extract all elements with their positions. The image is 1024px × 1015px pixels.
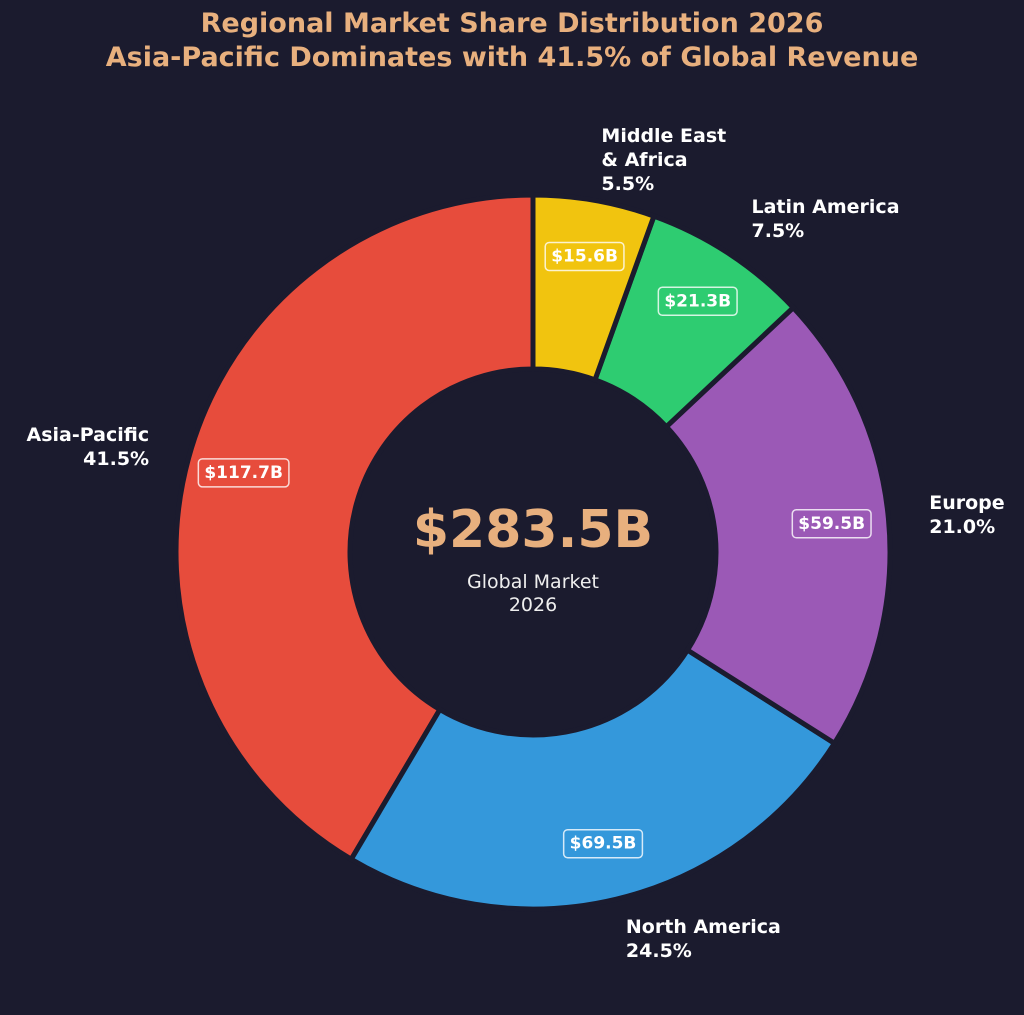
slice-label: Latin America 7.5% bbox=[752, 195, 900, 243]
slice-label: Europe 21.0% bbox=[929, 491, 1004, 539]
slice-name: North America bbox=[625, 916, 781, 938]
slice-percent: 24.5% bbox=[625, 940, 692, 962]
slice-name: Middle East & Africa bbox=[601, 124, 727, 171]
slice-name: Europe bbox=[929, 491, 1005, 514]
revenue-label-text: $15.6B bbox=[551, 246, 618, 266]
revenue-label: $15.6B bbox=[544, 241, 625, 272]
revenue-label-box bbox=[657, 286, 738, 317]
slice-name: Latin America bbox=[751, 196, 900, 219]
chart-subtitle: Asia-Pacific Dominates with 41.5% of Glo… bbox=[105, 42, 919, 73]
center-total: $283.5B bbox=[412, 500, 654, 560]
slice-percent: 21.0% bbox=[929, 515, 996, 538]
slice-label: Middle East & Africa 5.5% bbox=[601, 124, 726, 196]
revenue-label-text: $69.5B bbox=[570, 834, 637, 854]
revenue-label: $69.5B bbox=[562, 828, 644, 859]
revenue-label: $59.5B bbox=[791, 509, 872, 539]
slice-percent: 41.5% bbox=[83, 447, 150, 470]
slice-percent: 7.5% bbox=[751, 220, 805, 243]
slice-percent: 5.5% bbox=[601, 172, 655, 195]
revenue-label-box bbox=[562, 828, 644, 859]
donut-slice bbox=[347, 646, 838, 912]
revenue-label-box bbox=[791, 509, 872, 539]
chart-title: Regional Market Share Distribution 2026 bbox=[200, 8, 824, 39]
center-text: Global Market 2026 bbox=[467, 571, 599, 616]
donut-slice bbox=[662, 304, 893, 747]
revenue-label: $21.3B bbox=[657, 286, 738, 317]
revenue-label-text: $21.3B bbox=[664, 291, 731, 311]
slice-label: North America 24.5% bbox=[626, 915, 781, 963]
revenue-label-text: $59.5B bbox=[798, 514, 865, 534]
revenue-label-text: $117.7B bbox=[204, 463, 283, 483]
slice-label: Asia-Pacific 41.5% bbox=[27, 423, 150, 471]
revenue-label: $117.7B bbox=[197, 458, 290, 488]
slice-name: Asia-Pacific bbox=[26, 423, 150, 446]
donut-slice bbox=[530, 192, 658, 384]
revenue-label-box bbox=[544, 241, 625, 272]
donut-slice bbox=[173, 192, 536, 863]
revenue-label-box bbox=[197, 458, 290, 488]
